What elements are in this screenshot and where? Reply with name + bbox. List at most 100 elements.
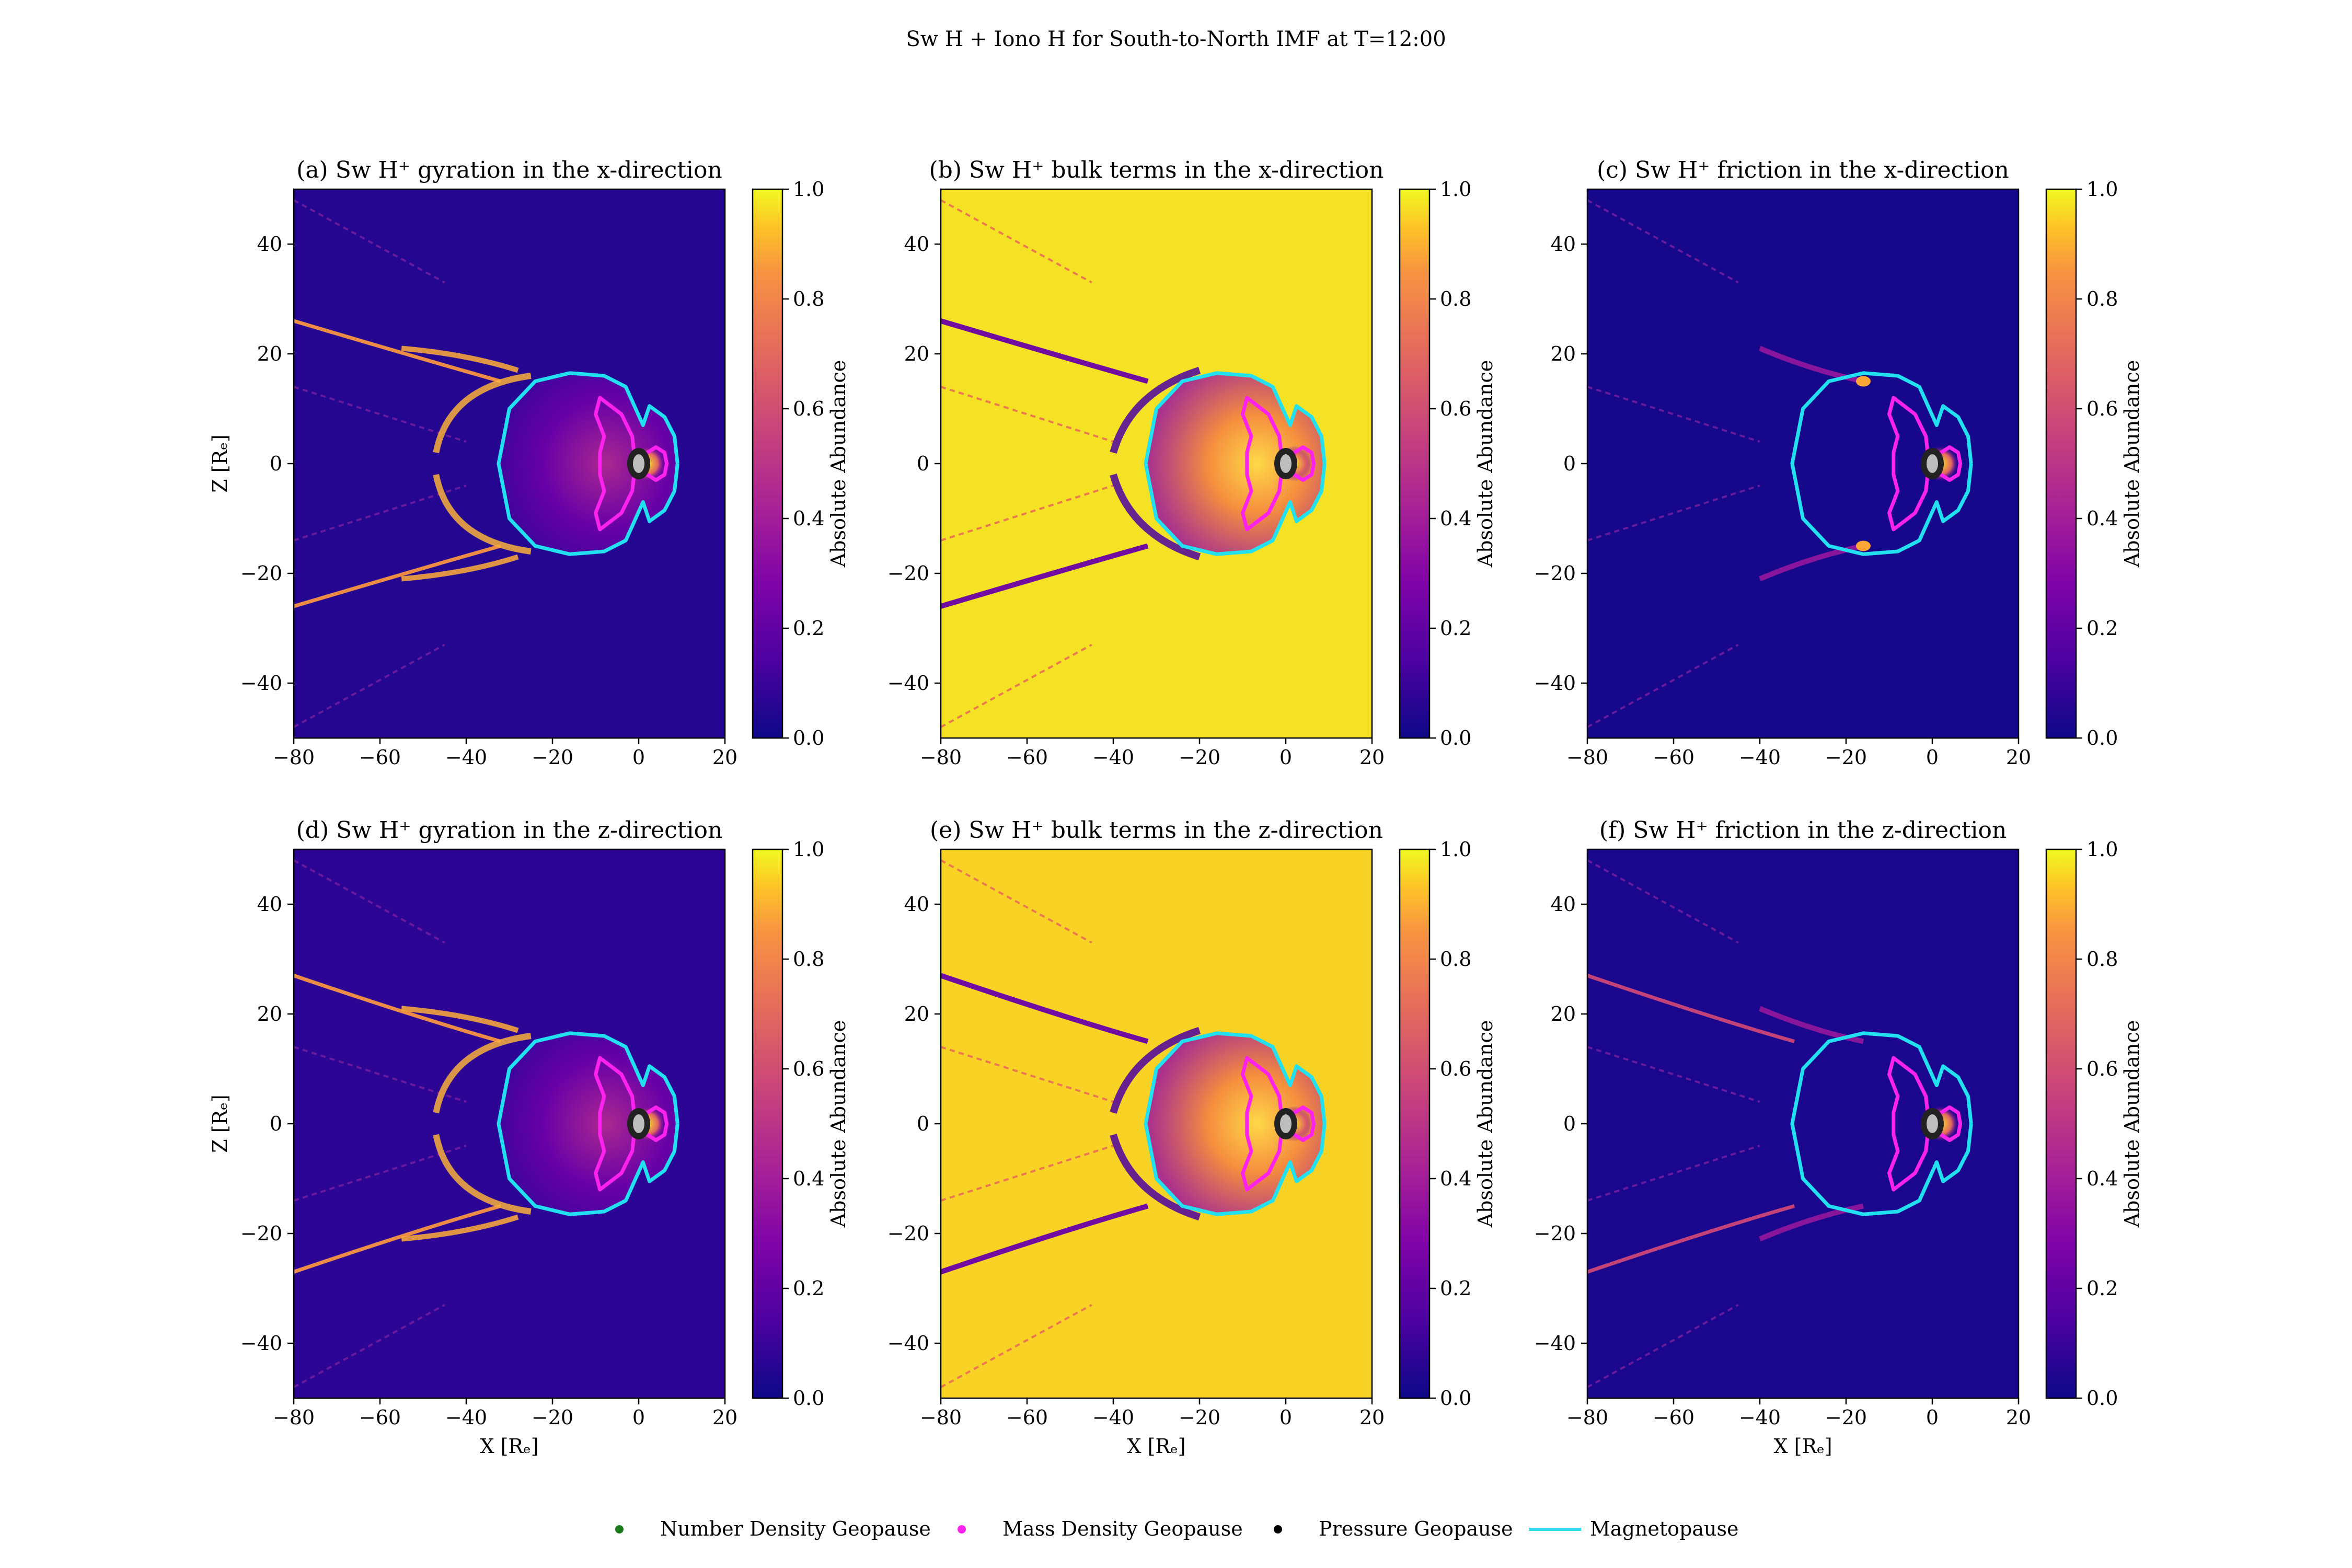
colorbar-tick-label: 0.8 [1440, 287, 1471, 310]
colorbar [752, 188, 783, 739]
colorbar-tick-label: 0.6 [793, 397, 824, 420]
colorbar [2045, 848, 2077, 1399]
x-tick-label: −60 [359, 1406, 401, 1429]
colorbar-tick-label: 0.4 [2086, 507, 2118, 530]
flank-streak [941, 318, 1149, 384]
y-tick-label: 0 [270, 452, 282, 475]
y-tick-label: −40 [887, 1332, 929, 1355]
earth-core [1280, 1114, 1292, 1133]
legend-label: Pressure Geopause [1319, 1517, 1513, 1540]
faint-streak [1587, 859, 1739, 944]
colorbar-tick-label: 0.4 [2086, 1167, 2118, 1190]
mass-density-geopause [1887, 396, 1963, 532]
x-tick-label: −80 [1566, 1406, 1608, 1429]
y-tick-label: 0 [1563, 452, 1576, 475]
flank-streak [294, 1204, 501, 1274]
colorbar-tick-label: 0.0 [2086, 727, 2118, 750]
panel-c: (c) Sw H⁺ friction in the x-direction −80… [1534, 157, 2143, 769]
earth-core [1927, 1114, 1938, 1133]
panel-title: (c) Sw H⁺ friction in the x-direction [1597, 157, 2009, 183]
colorbar-tick-label: 0.0 [2086, 1387, 2118, 1410]
colorbar-tick-label: 0.2 [1440, 1277, 1471, 1300]
y-tick-label: 40 [904, 893, 929, 916]
faint-streak [1587, 199, 1739, 284]
colorbar-tick-label: 1.0 [2086, 838, 2118, 861]
cusp-glow [401, 1214, 519, 1242]
mass-density-geopause [1887, 1056, 1963, 1192]
colorbar-tick-label: 0.2 [2086, 1277, 2118, 1300]
x-tick-label: 0 [632, 1406, 645, 1429]
faint-streak [1587, 1046, 1760, 1103]
x-tick-label: −20 [1179, 1406, 1220, 1429]
colorbar [1399, 188, 1431, 739]
colorbar-tick-label: 0.0 [793, 727, 824, 750]
mass-density-geopause [594, 396, 669, 532]
cusp-glow [433, 474, 532, 555]
faint-streak [1587, 1145, 1760, 1202]
flank-streak [941, 973, 1149, 1044]
heatmap-area [941, 189, 1372, 738]
x-axis-label: X [Rₑ] [1127, 1435, 1185, 1458]
colorbar-tick-label: 0.8 [2086, 948, 2118, 971]
x-tick-label: −60 [1006, 1406, 1048, 1429]
colorbar-tick-label: 0.8 [1440, 948, 1471, 971]
faint-streak [294, 386, 467, 443]
y-tick-label: −20 [240, 562, 282, 585]
y-tick-label: 40 [1551, 893, 1576, 916]
cusp-spot [1856, 376, 1871, 387]
colorbar [1399, 848, 1431, 1399]
faint-streak [1587, 386, 1760, 443]
y-tick-label: 20 [904, 342, 929, 365]
colorbar-tick-label: 0.2 [1440, 617, 1471, 640]
mass-density-geopause [594, 1056, 669, 1192]
panel-d: (d) Sw H⁺ gyration in the z-direction −80… [209, 817, 850, 1458]
x-tick-label: −40 [1739, 746, 1781, 769]
flank-streak [1587, 1204, 1795, 1274]
x-tick-label: 0 [632, 746, 645, 769]
legend-label: Mass Density Geopause [1002, 1517, 1243, 1540]
cusp-glow [433, 1134, 532, 1215]
heatmap-area [1587, 189, 2019, 738]
y-tick-label: 40 [904, 233, 929, 256]
faint-streak [941, 386, 1114, 443]
faint-streak [1587, 485, 1760, 541]
cusp-spot [1856, 540, 1871, 551]
x-tick-label: −80 [1566, 746, 1608, 769]
cusp-glow [433, 1033, 532, 1114]
faint-streak [294, 859, 445, 944]
x-tick-label: 20 [712, 746, 737, 769]
cusp-dark [1110, 1134, 1201, 1221]
cusp-dark [1110, 1027, 1201, 1114]
legend-marker [1274, 1525, 1282, 1534]
x-tick-label: 20 [1359, 1406, 1385, 1429]
panel-a: (a) Sw H⁺ gyration in the x-direction −80… [209, 157, 850, 769]
x-tick-label: −20 [1179, 746, 1220, 769]
cusp-glow [1759, 1006, 1864, 1044]
x-tick-label: −40 [1739, 1406, 1781, 1429]
magnetopause [497, 1031, 679, 1216]
y-tick-label: 20 [1551, 342, 1576, 365]
colorbar-tick-label: 0.6 [2086, 397, 2118, 420]
y-tick-label: 0 [1563, 1112, 1576, 1135]
magnetopause [1144, 371, 1327, 556]
magnetopause [497, 371, 679, 556]
y-tick-label: 40 [257, 893, 282, 916]
faint-streak [941, 1046, 1114, 1103]
colorbar [2045, 188, 2077, 739]
legend-item: Mass Density Geopause [958, 1517, 1243, 1540]
y-tick-label: −20 [1534, 1222, 1576, 1245]
y-tick-label: −20 [887, 1222, 929, 1245]
cusp-glow [433, 373, 532, 454]
x-tick-label: −80 [920, 746, 962, 769]
earth-core [633, 1114, 644, 1133]
x-tick-label: 20 [712, 1406, 737, 1429]
panel-title: (f) Sw H⁺ friction in the z-direction [1599, 817, 2007, 844]
colorbar-tick-label: 0.6 [1440, 397, 1471, 420]
colorbar-tick-label: 0.2 [793, 1277, 824, 1300]
flank-streak [294, 974, 501, 1043]
flank-streak [294, 544, 501, 608]
magnetopause [1790, 1031, 1973, 1216]
y-tick-label: −20 [887, 562, 929, 585]
y-tick-label: 40 [1551, 233, 1576, 256]
panel-title: (a) Sw H⁺ gyration in the x-direction [296, 157, 722, 183]
